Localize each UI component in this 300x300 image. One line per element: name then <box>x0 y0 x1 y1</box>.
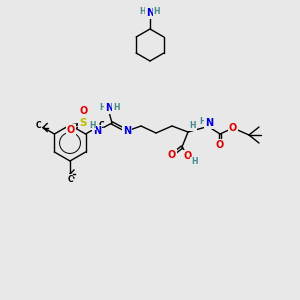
Text: N: N <box>93 126 101 136</box>
Text: O: O <box>216 140 224 150</box>
Text: N: N <box>205 118 213 128</box>
Text: C: C <box>98 121 104 130</box>
Text: N: N <box>105 103 113 113</box>
Text: H: H <box>191 158 197 166</box>
Text: O: O <box>80 106 88 116</box>
Text: H: H <box>89 121 95 130</box>
Text: S: S <box>79 118 87 128</box>
Text: H: H <box>190 122 196 130</box>
Text: O: O <box>67 125 75 135</box>
Text: H: H <box>140 8 146 16</box>
Text: C: C <box>36 121 42 130</box>
Text: H: H <box>200 116 206 125</box>
Text: N: N <box>146 8 154 18</box>
Text: H: H <box>154 8 160 16</box>
Text: O: O <box>168 150 176 160</box>
Text: H: H <box>113 103 119 112</box>
Text: H: H <box>99 103 105 112</box>
Text: C: C <box>67 175 73 184</box>
Text: O: O <box>229 123 237 133</box>
Text: O: O <box>184 151 192 161</box>
Text: N: N <box>123 126 131 136</box>
